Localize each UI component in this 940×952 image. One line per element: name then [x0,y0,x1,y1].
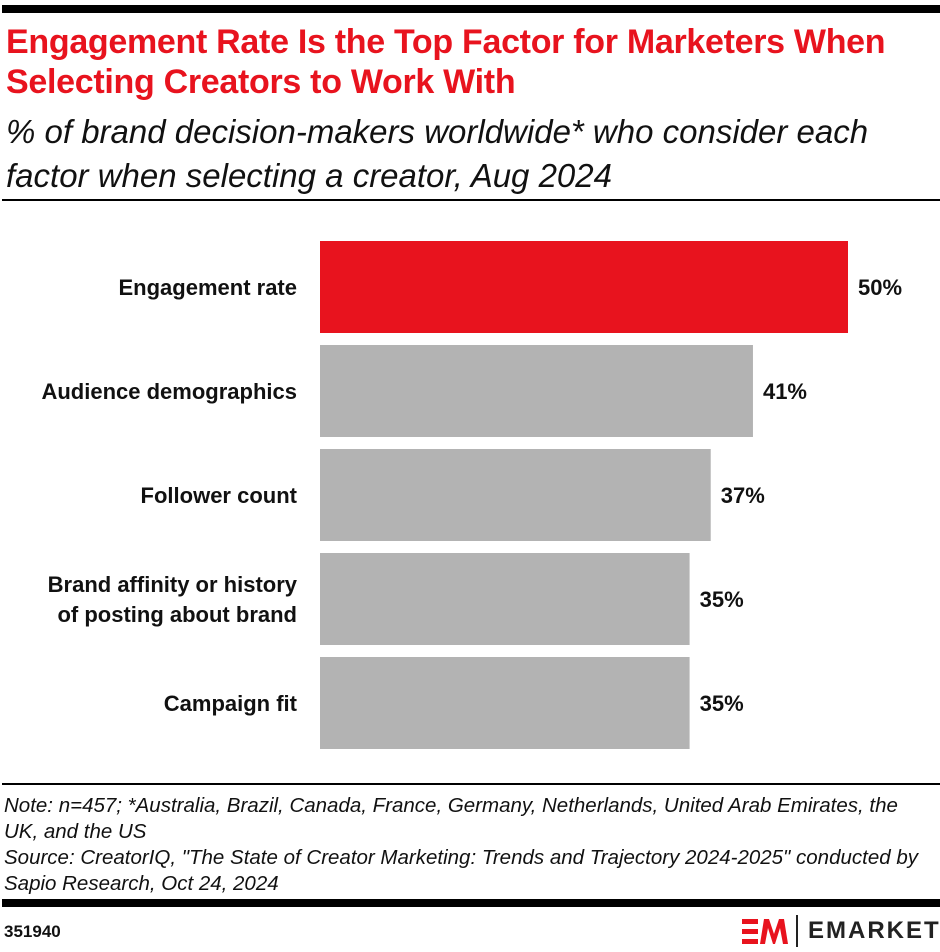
source-text: Source: CreatorIQ, "The State of Creator… [4,846,924,895]
bar [320,553,690,645]
bar [320,241,848,333]
note-text: Note: n=457; *Australia, Brazil, Canada,… [4,794,904,843]
category-label: Follower count [141,483,298,508]
bar [320,449,711,541]
category-label: Audience demographics [41,379,297,404]
category-label: of posting about brand [57,602,297,627]
category-label: Campaign fit [164,691,298,716]
em-logo-icon [742,919,788,944]
divider [2,199,940,201]
data-label: 35% [700,691,744,716]
bottom-rule [2,899,940,907]
data-label: 37% [721,483,765,508]
bar [320,345,753,437]
category-label: Engagement rate [119,275,298,300]
data-label: 35% [700,587,744,612]
chart-title: Engagement Rate Is the Top Factor for Ma… [6,23,886,101]
bar [320,657,690,749]
divider [2,783,940,785]
brand-name: EMARKETER [808,917,940,944]
chart-id: 351940 [4,922,61,941]
bar-chart: 50% Engagement rate 41% Audience demographi… [41,241,902,749]
category-label: Brand affinity or history [48,572,298,597]
emarketer-logo: EMARKETER [742,915,940,947]
data-label: 41% [763,379,807,404]
footnote: Note: n=457; *Australia, Brazil, Canada,… [4,793,934,897]
chart-subtitle: % of brand decision-makers worldwide* wh… [6,113,869,194]
data-label: 50% [858,275,902,300]
logo-separator [796,915,798,947]
top-rule [2,5,940,13]
